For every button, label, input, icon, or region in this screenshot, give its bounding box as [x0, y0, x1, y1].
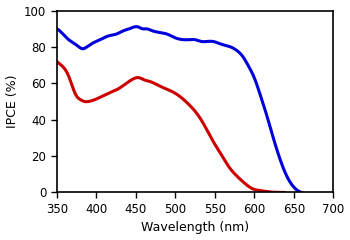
X-axis label: Wavelength (nm): Wavelength (nm) [141, 222, 249, 234]
Y-axis label: IPCE (%): IPCE (%) [6, 75, 19, 128]
